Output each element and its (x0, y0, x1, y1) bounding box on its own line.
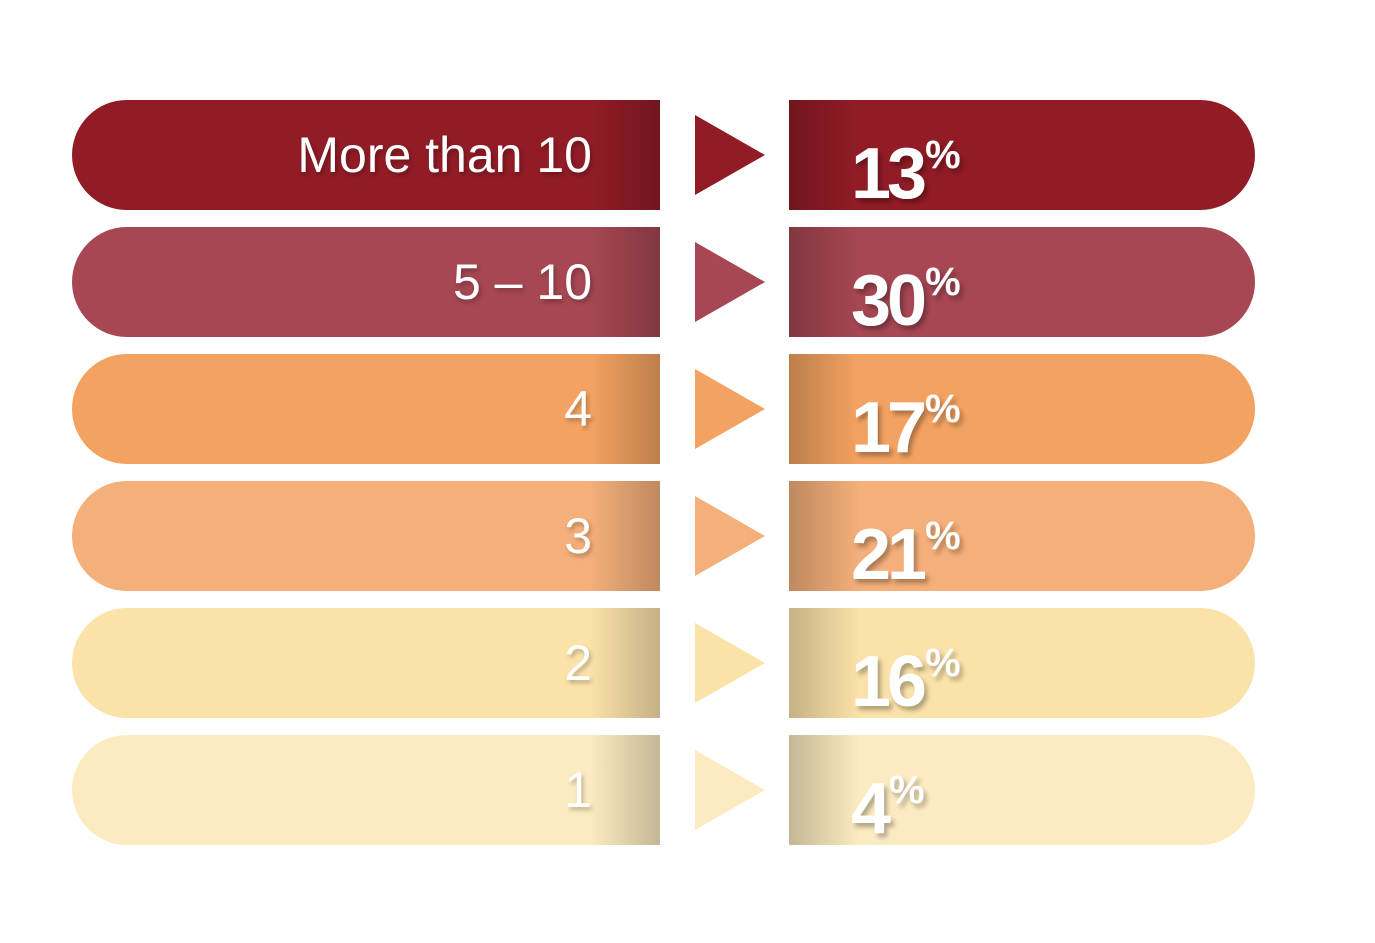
value-number: 13 (851, 134, 927, 210)
value-bar: 21% (789, 481, 1255, 591)
percent-sign: % (925, 641, 961, 685)
category-label: More than 10 (297, 127, 592, 183)
value-number: 17 (851, 388, 927, 464)
value-label: 16% (851, 618, 961, 718)
category-label: 1 (564, 762, 592, 818)
category-label: 3 (564, 508, 592, 564)
category-bar: 3 (72, 481, 660, 591)
category-label: 5 – 10 (452, 254, 592, 310)
percent-sign: % (925, 514, 961, 558)
value-number: 16 (851, 642, 927, 718)
arrow-icon (695, 750, 765, 830)
value-bar: 30% (789, 227, 1255, 337)
value-bar: 16% (789, 608, 1255, 718)
value-label: 13% (851, 110, 961, 210)
percent-sign: % (925, 387, 961, 431)
value-label: 21% (851, 491, 961, 591)
value-label: 4% (851, 745, 925, 845)
category-bar: 1 (72, 735, 660, 845)
category-bar: 5 – 10 (72, 227, 660, 337)
percent-sign: % (925, 260, 961, 304)
percent-sign: % (889, 768, 925, 812)
value-number: 4 (851, 769, 891, 845)
value-bar: 13% (789, 100, 1255, 210)
arrow-icon (695, 369, 765, 449)
value-number: 30 (851, 261, 927, 337)
category-bar: 2 (72, 608, 660, 718)
arrow-icon (695, 496, 765, 576)
category-bar: 4 (72, 354, 660, 464)
value-label: 17% (851, 364, 961, 464)
arrow-icon (695, 115, 765, 195)
arrow-icon (695, 242, 765, 322)
percent-sign: % (925, 133, 961, 177)
arrow-icon (695, 623, 765, 703)
value-bar: 4% (789, 735, 1255, 845)
value-label: 30% (851, 237, 961, 337)
category-label: 2 (564, 635, 592, 691)
category-bar: More than 10 (72, 100, 660, 210)
category-label: 4 (564, 381, 592, 437)
value-number: 21 (851, 515, 927, 591)
value-bar: 17% (789, 354, 1255, 464)
